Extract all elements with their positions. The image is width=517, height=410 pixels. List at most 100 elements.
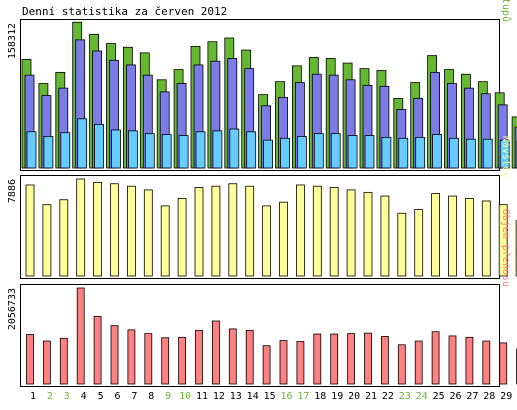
day-label-23: 23 — [399, 391, 411, 402]
panel-legend-volume: Objem přenosu — [500, 209, 512, 287]
bar-visits-day-6 — [111, 184, 119, 276]
day-label-29: 29 — [500, 391, 512, 402]
bar-volume-day-23 — [398, 345, 405, 384]
bar-pages-day-9 — [162, 135, 171, 168]
bar-volume-day-9 — [162, 338, 169, 384]
chart-title: Denní statistika za červen 2012 — [22, 5, 227, 18]
day-label-22: 22 — [382, 391, 394, 402]
bar-volume-day-5 — [94, 316, 101, 384]
day-label-8: 8 — [148, 391, 154, 402]
bar-pages-day-27 — [466, 139, 475, 168]
day-label-19: 19 — [331, 391, 343, 402]
day-label-24: 24 — [416, 391, 428, 402]
panel-max-label-traffic: 158312 — [7, 23, 18, 59]
bar-visits-day-8 — [144, 190, 152, 276]
day-label-10: 10 — [179, 391, 191, 402]
panel-frame-volume — [21, 285, 500, 387]
panel-max-label-volume: 2056733 — [7, 288, 18, 330]
bar-pages-day-3 — [61, 133, 70, 168]
day-label-17: 17 — [297, 391, 309, 402]
day-label-27: 27 — [466, 391, 478, 402]
day-label-6: 6 — [114, 391, 120, 402]
bar-pages-day-14 — [247, 132, 256, 168]
bar-volume-day-18 — [314, 334, 321, 384]
day-label-1: 1 — [30, 391, 36, 402]
day-label-20: 20 — [348, 391, 360, 402]
bar-visits-day-16 — [280, 202, 288, 276]
bar-pages-day-11 — [196, 132, 205, 168]
day-label-14: 14 — [247, 391, 259, 402]
bar-pages-day-6 — [112, 130, 121, 168]
bar-pages-day-17 — [297, 136, 306, 168]
day-label-28: 28 — [483, 391, 495, 402]
bar-visits-day-5 — [94, 183, 102, 276]
legend-item: Přístupů — [500, 0, 512, 22]
bar-visits-day-21 — [364, 192, 372, 276]
bar-pages-day-25 — [433, 135, 442, 168]
bar-visits-day-20 — [347, 190, 355, 276]
bar-volume-day-4 — [77, 288, 84, 384]
bar-volume-day-7 — [128, 330, 135, 384]
bar-pages-day-19 — [331, 134, 340, 168]
bar-volume-day-8 — [145, 334, 152, 384]
bar-pages-day-1 — [27, 132, 36, 168]
day-label-11: 11 — [196, 391, 208, 402]
bar-visits-day-12 — [212, 186, 220, 276]
bar-volume-day-6 — [111, 326, 118, 384]
bar-visits-day-28 — [482, 201, 490, 276]
bar-pages-day-12 — [213, 131, 222, 168]
bar-pages-day-7 — [128, 131, 137, 168]
bar-visits-day-24 — [415, 210, 423, 276]
chart-panels: 158312Stránek/Souborů/Přístupů 7886 Návště… — [7, 0, 517, 387]
bar-volume-day-17 — [297, 342, 304, 384]
day-label-15: 15 — [264, 391, 276, 402]
day-label-25: 25 — [433, 391, 445, 402]
bar-visits-day-7 — [127, 186, 135, 276]
bar-volume-day-13 — [229, 329, 236, 384]
day-label-2: 2 — [47, 391, 53, 402]
bar-pages-day-5 — [95, 124, 104, 168]
panel-traffic: 158312Stránek/Souborů/Přístupů — [7, 0, 517, 171]
bar-pages-day-26 — [450, 138, 459, 168]
bar-volume-day-10 — [179, 337, 186, 384]
bar-pages-day-15 — [264, 140, 273, 168]
day-label-7: 7 — [131, 391, 137, 402]
day-label-21: 21 — [365, 391, 377, 402]
legend-item: Návštěv — [500, 136, 512, 178]
bar-pages-day-20 — [348, 136, 357, 168]
bar-pages-day-10 — [179, 136, 188, 168]
bar-volume-day-15 — [263, 346, 270, 384]
day-label-9: 9 — [165, 391, 171, 402]
day-label-4: 4 — [81, 391, 87, 402]
bar-visits-day-2 — [43, 205, 51, 276]
bar-pages-day-21 — [365, 136, 374, 168]
bar-pages-day-4 — [78, 119, 87, 168]
bar-volume-day-2 — [43, 341, 50, 384]
legend-item: Objem přenosu — [500, 209, 512, 287]
bar-pages-day-28 — [483, 139, 492, 168]
bar-volume-day-26 — [449, 336, 456, 384]
bar-volume-day-3 — [60, 338, 67, 384]
bar-visits-day-27 — [465, 199, 473, 276]
bar-visits-day-23 — [398, 213, 406, 276]
day-label-5: 5 — [98, 391, 104, 402]
panel-frame-visits — [21, 176, 500, 279]
bar-pages-day-8 — [145, 134, 154, 168]
panel-max-label-visits: 7886 — [7, 179, 18, 203]
panel-legend-visits: Návštěv — [500, 136, 512, 178]
bar-visits-day-4 — [77, 179, 85, 276]
bar-pages-day-22 — [382, 137, 391, 168]
bar-volume-day-21 — [365, 333, 372, 384]
day-label-16: 16 — [280, 391, 292, 402]
bar-visits-day-9 — [161, 206, 169, 276]
bar-visits-day-19 — [330, 187, 338, 276]
day-label-12: 12 — [213, 391, 225, 402]
bar-visits-day-3 — [60, 200, 68, 276]
bar-volume-day-14 — [246, 330, 253, 384]
bar-volume-day-28 — [483, 341, 490, 384]
bar-volume-day-16 — [280, 341, 287, 384]
bar-pages-day-13 — [230, 129, 239, 168]
